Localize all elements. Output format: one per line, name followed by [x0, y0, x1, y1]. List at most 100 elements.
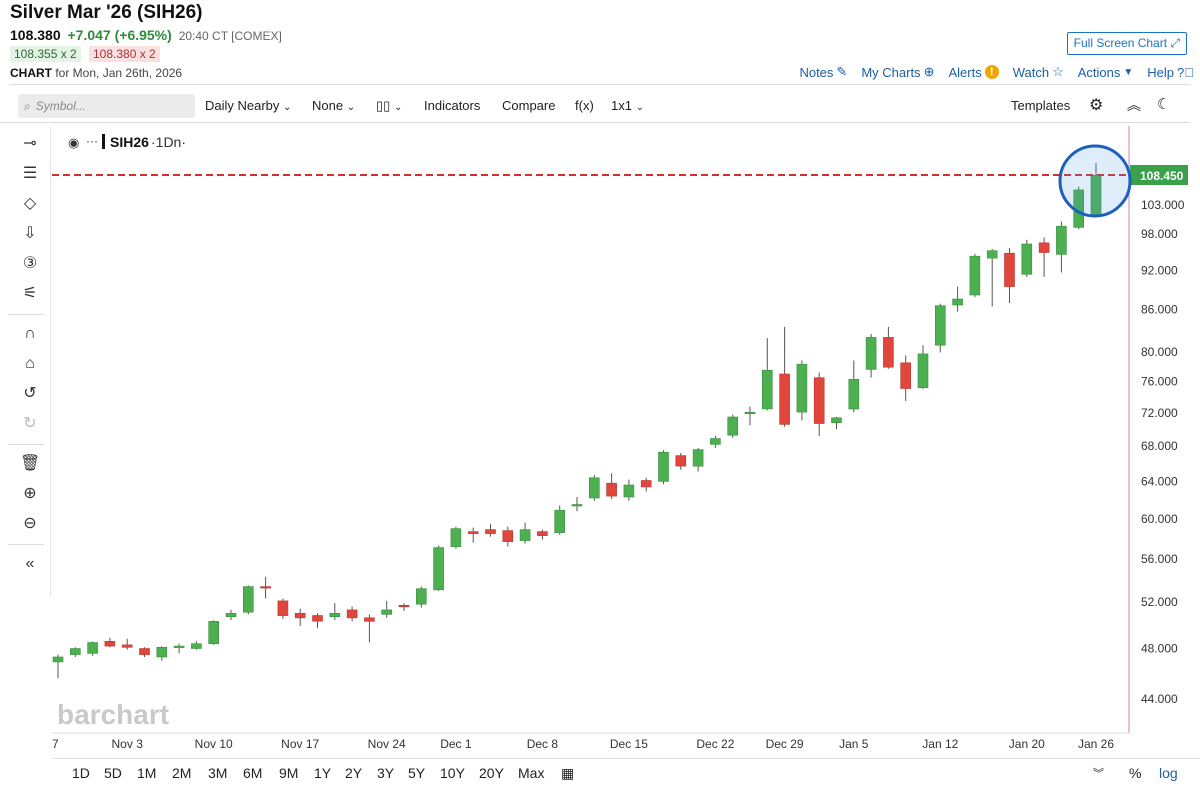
collapse-left-icon[interactable]: « — [25, 555, 35, 572]
help-link[interactable]: Help ?⃝ — [1147, 65, 1194, 80]
watch-link[interactable]: Watch ☆ — [1013, 64, 1064, 80]
arrow-down-tool-icon[interactable]: ⇩ — [23, 225, 37, 242]
full-screen-chart-button[interactable]: Full Screen Chart ⤢ — [1066, 32, 1187, 55]
candle — [675, 453, 687, 470]
range-1M[interactable]: 1M — [137, 765, 157, 781]
candle — [900, 355, 912, 401]
quote-line: 108.380 +7.047 (+6.95%) 20:40 CT [COMEX] — [10, 27, 282, 43]
range-1Y[interactable]: 1Y — [314, 765, 332, 781]
candle-body — [623, 484, 635, 498]
candle — [934, 303, 946, 353]
log-toggle[interactable]: log — [1159, 765, 1178, 781]
overlay-group: 108.450 — [52, 144, 1188, 218]
candle-body — [571, 504, 583, 507]
candle — [865, 333, 877, 378]
x-tick-label: Nov 24 — [368, 737, 406, 751]
settings-gear-icon[interactable]: ⚙ — [1089, 97, 1104, 114]
x-tick-label: Jan 12 — [922, 737, 958, 751]
zoom-out-icon[interactable]: ⊖ — [23, 515, 37, 532]
range-10Y[interactable]: 10Y — [440, 765, 465, 781]
number-tool-icon[interactable]: ③ — [22, 255, 38, 272]
candle — [121, 638, 133, 650]
candle — [952, 286, 963, 312]
candle-body — [831, 417, 842, 423]
range-max[interactable]: Max — [518, 765, 545, 781]
candle-body — [173, 645, 185, 648]
candle — [1021, 239, 1033, 277]
candle-body — [658, 451, 669, 482]
range-6M[interactable]: 6M — [243, 765, 263, 781]
layout-dropdown[interactable]: 1x1 ⌄ — [611, 98, 644, 113]
candle — [640, 477, 652, 492]
range-3M[interactable]: 3M — [208, 765, 228, 781]
zoom-in-icon[interactable]: ⊕ — [23, 485, 37, 502]
actions-label: Actions — [1077, 64, 1121, 80]
candlestick-icon: ▯▯ — [376, 98, 391, 113]
range-9M[interactable]: 9M — [279, 765, 299, 781]
dark-mode-moon-icon[interactable]: ☾ — [1157, 96, 1171, 113]
templates-button[interactable]: Templates — [1011, 98, 1071, 113]
my-charts-link[interactable]: My Charts ⊕ — [861, 64, 934, 80]
collapse-up-icon[interactable]: ︽ — [1127, 97, 1141, 113]
candle-body — [104, 640, 116, 647]
range-5Y[interactable]: 5Y — [408, 765, 426, 781]
candle — [485, 523, 496, 537]
candle-body — [433, 547, 444, 591]
symbol-search-input[interactable]: ⌕ Symbol... — [18, 94, 195, 118]
none-dropdown[interactable]: None ⌄ — [312, 98, 355, 113]
range-3Y[interactable]: 3Y — [377, 765, 395, 781]
percent-toggle[interactable]: % — [1129, 765, 1142, 781]
candle — [173, 643, 185, 654]
range-5D[interactable]: 5D — [104, 765, 122, 781]
calendar-icon[interactable]: ▦ — [561, 765, 575, 781]
candle-body — [1021, 243, 1033, 275]
candle — [588, 475, 600, 501]
candle-body — [606, 482, 617, 497]
fx-button[interactable]: f(x) — [575, 98, 594, 113]
daily-nearby-dropdown[interactable]: Daily Nearby ⌄ — [205, 98, 291, 113]
range-1D[interactable]: 1D — [72, 765, 90, 781]
range-20Y[interactable]: 20Y — [479, 765, 504, 781]
candle-body — [640, 480, 652, 488]
redo-icon[interactable]: ↻ — [23, 415, 37, 432]
magnet-icon[interactable]: ∩ — [24, 325, 36, 342]
candle-body — [744, 411, 756, 415]
barchart-watermark: barchart — [57, 699, 169, 730]
full-screen-label: Full Screen Chart — [1073, 36, 1168, 50]
shape-tool-icon[interactable]: ◇ — [23, 195, 37, 212]
candle — [70, 647, 81, 657]
line-tool-icon[interactable]: ⊸ — [23, 135, 37, 152]
notes-link[interactable]: Notes ✎ — [799, 64, 847, 80]
range-2Y[interactable]: 2Y — [345, 765, 363, 781]
y-tick-label: 68.000 — [1141, 439, 1178, 453]
list-tool-icon[interactable]: ☰ — [22, 165, 38, 182]
candle — [554, 505, 566, 535]
x-tick-label: Dec 15 — [610, 737, 648, 751]
candle — [450, 526, 462, 549]
compare-button[interactable]: Compare — [502, 98, 556, 113]
candle — [1090, 163, 1102, 217]
candle — [796, 360, 808, 421]
trash-icon[interactable]: 🗑 — [20, 455, 41, 472]
candle-body — [917, 353, 929, 388]
candle — [571, 497, 583, 512]
sidebar-divider — [8, 314, 44, 315]
chart-type-dropdown[interactable]: ▯▯ ⌄ — [376, 98, 402, 114]
alerts-link[interactable]: Alerts! — [948, 65, 999, 80]
candle-body — [710, 438, 721, 445]
collapse-down-icon[interactable]: ︾ — [1093, 768, 1104, 780]
range-2M[interactable]: 2M — [172, 765, 192, 781]
actions-menu[interactable]: Actions ▼ — [1078, 65, 1134, 80]
unlock-icon[interactable]: ⌂ — [25, 355, 35, 372]
range-bar: 1D 5D 1M 2M 3M 6M 9M 1Y 2Y 3Y 5Y 10Y 20Y… — [52, 758, 1200, 787]
y-tick-label: 48.000 — [1141, 642, 1178, 656]
indicators-button[interactable]: Indicators — [424, 98, 481, 113]
undo-icon[interactable]: ↺ — [23, 385, 37, 402]
candle-body — [294, 612, 306, 619]
candle — [243, 585, 254, 615]
candle — [139, 647, 150, 657]
candle — [986, 248, 998, 307]
candle-body — [87, 642, 98, 654]
fib-tool-icon[interactable]: ⚟ — [22, 285, 38, 302]
candle-body — [519, 529, 531, 541]
